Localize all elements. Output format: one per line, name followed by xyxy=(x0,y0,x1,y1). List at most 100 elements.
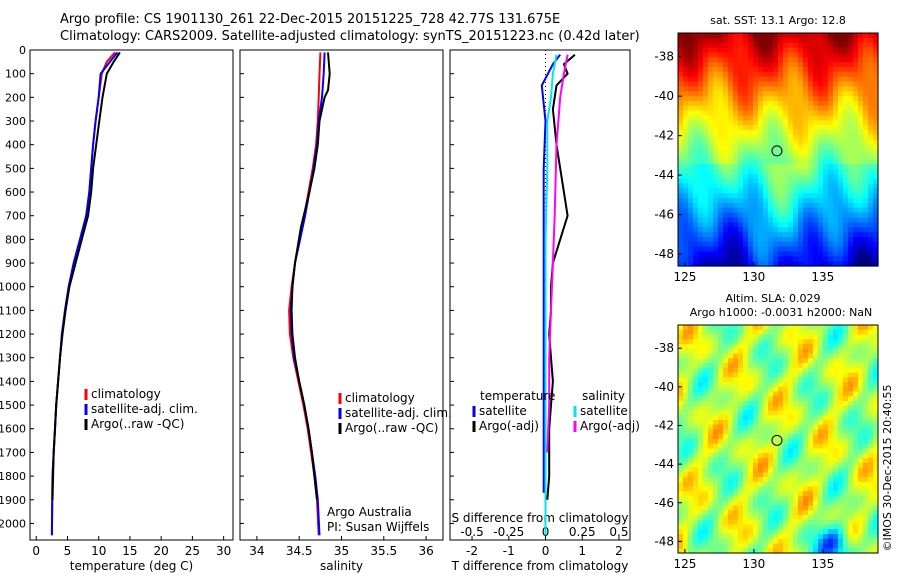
sla-map-cell xyxy=(788,524,794,530)
sst-map-cell xyxy=(788,183,794,189)
sla-map-cell xyxy=(698,348,704,355)
sst-map-cell xyxy=(723,125,729,131)
difference-x-tick-label: -1 xyxy=(503,544,515,558)
sst-map-cell xyxy=(678,149,684,155)
sla-map-cell xyxy=(713,353,719,359)
sla-map-cell xyxy=(863,367,869,374)
sst-map-cell xyxy=(758,62,764,68)
sla-map-cell xyxy=(828,377,834,383)
sst-map-cell xyxy=(698,86,704,92)
sla-map-cell xyxy=(698,462,704,469)
sla-map-cell xyxy=(848,363,854,369)
sst-map-cell xyxy=(858,47,864,54)
sla-map-cell xyxy=(748,353,754,359)
sst-map-cell xyxy=(763,222,769,228)
sst-map-cell xyxy=(743,66,749,73)
sst-map-cell xyxy=(688,246,694,253)
sla-map-cell xyxy=(738,344,744,350)
sla-map-cell xyxy=(843,505,849,511)
sst-map-cell xyxy=(853,149,859,155)
sla-map-cell xyxy=(728,510,734,516)
sla-map-cell xyxy=(733,325,739,331)
sst-map-cell xyxy=(868,86,874,92)
sst-map-cell xyxy=(818,96,824,102)
sla-map-cell xyxy=(848,515,854,521)
sla-map-cell xyxy=(833,467,839,473)
sst-map-cell xyxy=(803,154,809,160)
sla-map-cell xyxy=(748,467,754,473)
sla-map-cell xyxy=(708,372,714,378)
sla-map-cell xyxy=(808,339,814,345)
sla-map-cell xyxy=(858,472,864,478)
sla-map-cell xyxy=(683,467,689,473)
sla-map-cell xyxy=(758,382,764,388)
sla-map-cell xyxy=(813,458,819,464)
sst-map-cell xyxy=(793,251,799,257)
sla-map-cell xyxy=(723,325,729,331)
sla-map-cell xyxy=(753,519,759,526)
sst-map-cell xyxy=(843,202,849,209)
sla-map-cell xyxy=(698,344,704,350)
sla-map-cell xyxy=(693,363,699,369)
sla-map-cell xyxy=(858,386,864,393)
sla-map-cell xyxy=(778,410,784,416)
sst-map-cell xyxy=(698,159,704,165)
temperature-x-tick-label: 15 xyxy=(122,544,137,558)
sst-map-cell xyxy=(873,52,879,58)
sla-map-cell xyxy=(723,462,729,469)
sst-map-cell xyxy=(703,96,709,102)
sla-map-cell xyxy=(828,339,834,345)
sst-map-cell xyxy=(733,212,739,219)
sst-map-cell xyxy=(783,217,789,223)
sla-map-cell xyxy=(818,519,824,526)
sla-map-cell xyxy=(728,344,734,350)
sla-map-cell xyxy=(718,401,724,407)
sla-map-cell xyxy=(873,367,879,374)
sst-map-cell xyxy=(738,57,744,63)
sla-map-cell xyxy=(703,325,709,331)
sst-map-cell xyxy=(808,149,814,155)
sla-map-cell xyxy=(788,415,794,421)
sla-map-cell xyxy=(873,534,879,540)
sla-map-cell xyxy=(708,443,714,450)
sla-map-cell xyxy=(683,453,689,459)
sla-map-cell xyxy=(693,543,699,549)
sla-map-cell xyxy=(853,443,859,450)
sst-map-cell xyxy=(793,125,799,131)
sla-map-cell xyxy=(688,382,694,388)
sst-map-cell xyxy=(708,115,714,121)
sla-map-cell xyxy=(713,538,719,545)
sst-map-cell xyxy=(678,164,684,170)
sst-map-cell xyxy=(813,193,819,199)
sst-map-cell xyxy=(773,232,779,238)
sst-map-cell xyxy=(828,241,834,248)
sst-map-cell xyxy=(683,57,689,63)
sst-map-cell xyxy=(738,105,744,112)
sst-map-cell xyxy=(768,66,774,73)
sst-map-cell xyxy=(693,37,699,44)
sla-map-cell xyxy=(693,358,699,364)
sla-map-cell xyxy=(743,448,749,454)
sla-map-cell xyxy=(733,339,739,345)
sst-map-cell xyxy=(738,144,744,151)
sla-map-cell xyxy=(833,382,839,388)
sst-map-cell xyxy=(743,120,749,126)
sst-map-cell xyxy=(758,91,764,97)
sst-map-cell xyxy=(678,188,684,194)
sla-map-cell xyxy=(698,500,704,507)
sst-map-cell xyxy=(768,33,774,39)
sla-map-cell xyxy=(768,429,774,435)
sla-map-cell xyxy=(688,524,694,530)
sst-map-cell xyxy=(798,100,804,107)
sst-map-cell xyxy=(818,241,824,248)
sla-map-cell xyxy=(833,543,839,549)
sla-map-cell xyxy=(738,519,744,526)
sst-map-cell xyxy=(703,241,709,248)
sla-map-cell xyxy=(758,510,764,516)
sla-map-cell xyxy=(833,424,839,431)
sla-map-cell xyxy=(863,481,869,488)
sla-map-cell xyxy=(723,434,729,440)
sla-map-cell xyxy=(708,477,714,483)
sst-map-cell xyxy=(738,47,744,54)
sla-map-cell xyxy=(688,334,694,340)
